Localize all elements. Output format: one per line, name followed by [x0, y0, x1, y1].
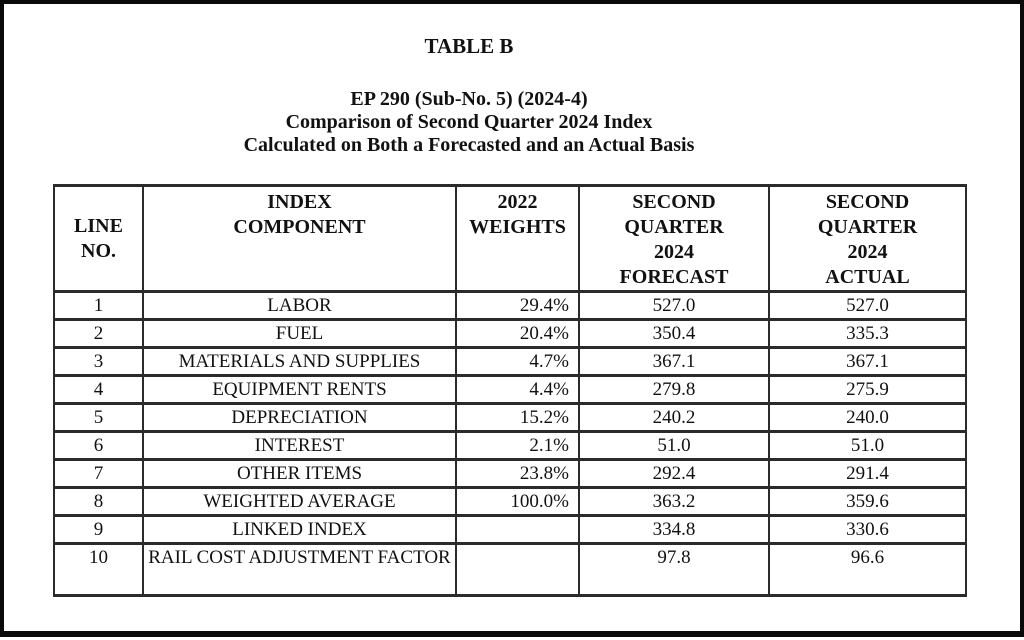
actual-cell: 367.1	[768, 346, 967, 377]
line-no-cell: 9	[53, 514, 144, 545]
weight-cell	[455, 514, 580, 545]
col-header-line-no: LINE NO.	[53, 184, 144, 293]
col-header-q2-2024-forecast: SECOND QUARTER 2024 FORECAST	[578, 184, 770, 293]
component-cell: MATERIALS AND SUPPLIES	[142, 346, 457, 377]
col-header-2022-weights: 2022 WEIGHTS	[455, 184, 580, 293]
table-row: 9 LINKED INDEX 334.8 330.6	[53, 514, 967, 545]
line-no-cell: 5	[53, 402, 144, 433]
component-cell: LINKED INDEX	[142, 514, 457, 545]
subtitle-docket-line: EP 290 (Sub-No. 5) (2024-4)	[350, 88, 588, 110]
weight-cell: 15.2%	[455, 402, 580, 433]
actual-cell: 359.6	[768, 486, 967, 517]
table-row: 10 RAIL COST ADJUSTMENT FACTOR 97.8 96.6	[53, 542, 967, 597]
actual-cell: 96.6	[768, 542, 967, 597]
component-cell: DEPRECIATION	[142, 402, 457, 433]
forecast-cell: 240.2	[578, 402, 770, 433]
table-label: TABLE B	[424, 34, 514, 58]
forecast-cell: 363.2	[578, 486, 770, 517]
table-row: 3 MATERIALS AND SUPPLIES 4.7% 367.1 367.…	[53, 346, 967, 377]
table-row: 2 FUEL 20.4% 350.4 335.3	[53, 318, 967, 349]
table-row: 7 OTHER ITEMS 23.8% 292.4 291.4	[53, 458, 967, 489]
actual-cell: 240.0	[768, 402, 967, 433]
line-no-cell: 4	[53, 374, 144, 405]
index-comparison-table: LINE NO. INDEX COMPONENT 2022 WEIGHTS SE…	[53, 184, 967, 597]
document-heading: TABLE B EP 290 (Sub-No. 5) (2024-4) Comp…	[50, 34, 888, 157]
weight-cell: 2.1%	[455, 430, 580, 461]
table-header-row: LINE NO. INDEX COMPONENT 2022 WEIGHTS SE…	[53, 184, 967, 293]
col-header-index-component: INDEX COMPONENT	[142, 184, 457, 293]
weight-cell: 4.7%	[455, 346, 580, 377]
table-row: 5 DEPRECIATION 15.2% 240.2 240.0	[53, 402, 967, 433]
component-cell: FUEL	[142, 318, 457, 349]
weight-cell: 20.4%	[455, 318, 580, 349]
table-row: 1 LABOR 29.4% 527.0 527.0	[53, 290, 967, 321]
forecast-cell: 367.1	[578, 346, 770, 377]
weight-cell: 23.8%	[455, 458, 580, 489]
subtitle-comparison-line: Comparison of Second Quarter 2024 Index	[285, 111, 653, 133]
component-cell: EQUIPMENT RENTS	[142, 374, 457, 405]
component-cell: INTEREST	[142, 430, 457, 461]
table-row: 6 INTEREST 2.1% 51.0 51.0	[53, 430, 967, 461]
forecast-cell: 350.4	[578, 318, 770, 349]
actual-cell: 51.0	[768, 430, 967, 461]
forecast-cell: 292.4	[578, 458, 770, 489]
forecast-cell: 279.8	[578, 374, 770, 405]
forecast-cell: 334.8	[578, 514, 770, 545]
table-row: 4 EQUIPMENT RENTS 4.4% 279.8 275.9	[53, 374, 967, 405]
component-cell: LABOR	[142, 290, 457, 321]
component-cell: WEIGHTED AVERAGE	[142, 486, 457, 517]
table-row: 8 WEIGHTED AVERAGE 100.0% 363.2 359.6	[53, 486, 967, 517]
actual-cell: 527.0	[768, 290, 967, 321]
actual-cell: 330.6	[768, 514, 967, 545]
document-subtitle: EP 290 (Sub-No. 5) (2024-4) Comparison o…	[50, 88, 888, 157]
line-no-cell: 7	[53, 458, 144, 489]
forecast-cell: 51.0	[578, 430, 770, 461]
line-no-cell: 2	[53, 318, 144, 349]
line-no-cell: 10	[53, 542, 144, 597]
weight-cell: 4.4%	[455, 374, 580, 405]
actual-cell: 335.3	[768, 318, 967, 349]
component-cell: RAIL COST ADJUSTMENT FACTOR	[142, 542, 457, 597]
weight-cell	[455, 542, 580, 597]
weight-cell: 100.0%	[455, 486, 580, 517]
forecast-cell: 97.8	[578, 542, 770, 597]
line-no-cell: 1	[53, 290, 144, 321]
line-no-cell: 8	[53, 486, 144, 517]
col-header-q2-2024-actual: SECOND QUARTER 2024 ACTUAL	[768, 184, 967, 293]
actual-cell: 275.9	[768, 374, 967, 405]
subtitle-basis-line: Calculated on Both a Forecasted and an A…	[243, 134, 695, 156]
forecast-cell: 527.0	[578, 290, 770, 321]
component-cell: OTHER ITEMS	[142, 458, 457, 489]
actual-cell: 291.4	[768, 458, 967, 489]
line-no-cell: 3	[53, 346, 144, 377]
line-no-cell: 6	[53, 430, 144, 461]
weight-cell: 29.4%	[455, 290, 580, 321]
